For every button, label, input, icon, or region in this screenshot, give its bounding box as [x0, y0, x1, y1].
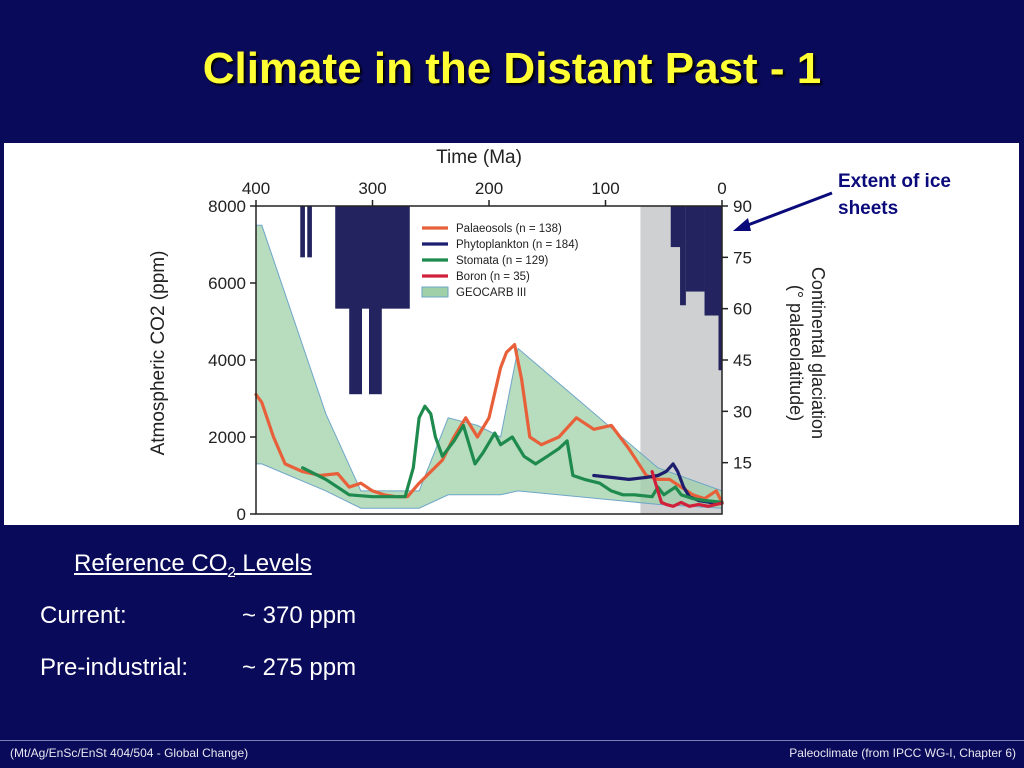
y2-axis-title-line2: (° palaeolatitude)	[786, 285, 806, 421]
y-tick-label: 8000	[208, 197, 246, 216]
footer-right: Paleoclimate (from IPCC WG-I, Chapter 6)	[789, 746, 1016, 760]
footer-left: (Mt/Ag/EnSc/EnSt 404/504 - Global Change…	[10, 746, 249, 760]
footer-divider	[0, 740, 1024, 741]
series-stomata	[301, 404, 724, 504]
y2-tick-label: 15	[733, 454, 752, 473]
reference-heading-sub: 2	[227, 563, 236, 581]
legend-label: GEOCARB III	[456, 287, 526, 299]
reference-value: ~ 370 ppm	[242, 602, 357, 629]
y2-tick-label: 60	[733, 300, 752, 319]
y-tick-label: 6000	[208, 274, 246, 293]
series-boron	[650, 470, 724, 508]
y2-tick-label: 30	[733, 402, 752, 421]
y-tick-label: 2000	[208, 428, 246, 447]
reference-row-current: Current: ~ 370 ppm	[40, 602, 356, 630]
reference-row-preindustrial: Pre-industrial: ~ 275 ppm	[40, 654, 356, 682]
reference-label: Current:	[40, 602, 127, 629]
chart-panel: 0 2000 4000 6000 8000 400 300 200 100 0 15 30 45 60 75…	[4, 143, 1019, 525]
legend-label: Boron (n = 35)	[456, 271, 530, 283]
ice-sheet-bar	[685, 206, 705, 292]
x-tick-label: 200	[475, 179, 503, 198]
ice-sheet-bar	[300, 206, 305, 258]
ice-sheet-bar	[704, 206, 719, 316]
slide-title: Climate in the Distant Past - 1	[202, 44, 822, 93]
ice-sheets-annotation: Extent of ice sheets	[838, 171, 951, 219]
ice-sheet-bar	[718, 206, 722, 371]
ice-sheet-bar	[349, 206, 363, 395]
legend-swatch-geocarb	[421, 286, 449, 298]
legend-label: Phytoplankton (n = 184)	[456, 239, 579, 251]
y2-tick-label: 75	[733, 248, 752, 267]
legend-label: Palaeosols (n = 138)	[456, 223, 562, 235]
y2-tick-label: 45	[733, 351, 752, 370]
reference-heading-pre: Reference CO	[74, 550, 228, 577]
reference-label: Pre-industrial:	[40, 654, 189, 681]
y2-axis-title-line1: Continental glaciation	[808, 267, 828, 439]
series-palaeosols	[254, 343, 724, 504]
x-tick-label: 0	[717, 179, 726, 198]
ice-sheet-bar	[307, 206, 312, 258]
ice-sheet-bar	[670, 206, 682, 248]
ice-sheet-bar	[369, 206, 382, 395]
reference-heading-post: Levels	[235, 550, 312, 577]
y2-tick-label: 90	[733, 197, 752, 216]
reference-value: ~ 275 ppm	[242, 654, 357, 681]
y-axis-title: Atmospheric CO2 (ppm)	[148, 251, 169, 456]
y-tick-label: 4000	[208, 351, 246, 370]
y-tick-label: 0	[237, 505, 246, 524]
x-tick-label: 300	[358, 179, 386, 198]
ice-sheet-bar	[680, 206, 686, 306]
top-axis-title: Time (Ma)	[436, 147, 522, 168]
x-tick-label: 100	[591, 179, 619, 198]
reference-heading: Reference CO2 Levels	[74, 550, 312, 581]
x-tick-label: 400	[242, 179, 270, 198]
legend-label: Stomata (n = 129)	[456, 255, 549, 267]
